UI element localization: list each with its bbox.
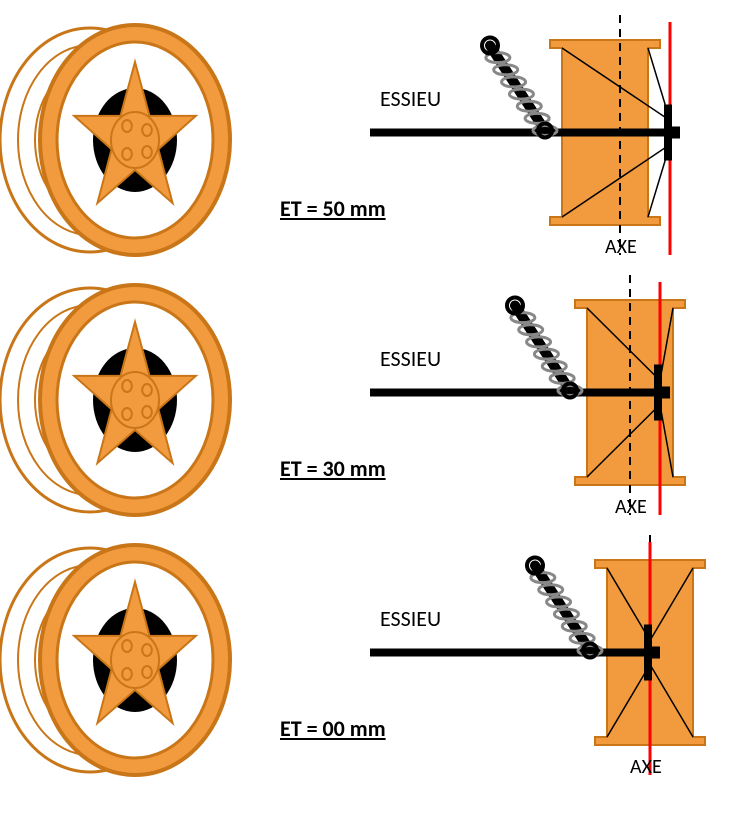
axe-label: AXE [605, 235, 637, 259]
diagram-row: ET = 50 mm ESSIEU AXE [0, 10, 750, 270]
et-label: ET = 30 mm [280, 455, 386, 482]
diagram-row: ET = 00 mm ESSIEU AXE [0, 530, 750, 790]
essieu-label: ESSIEU [380, 345, 441, 372]
axe-label: AXE [615, 495, 647, 519]
row-svg [0, 10, 750, 290]
diagram-row: ET = 30 mm ESSIEU AXE [0, 270, 750, 530]
axe-label: AXE [630, 755, 662, 779]
essieu-label: ESSIEU [380, 85, 441, 112]
et-label: ET = 50 mm [280, 195, 386, 222]
essieu-label: ESSIEU [380, 605, 441, 632]
et-label: ET = 00 mm [280, 715, 386, 742]
